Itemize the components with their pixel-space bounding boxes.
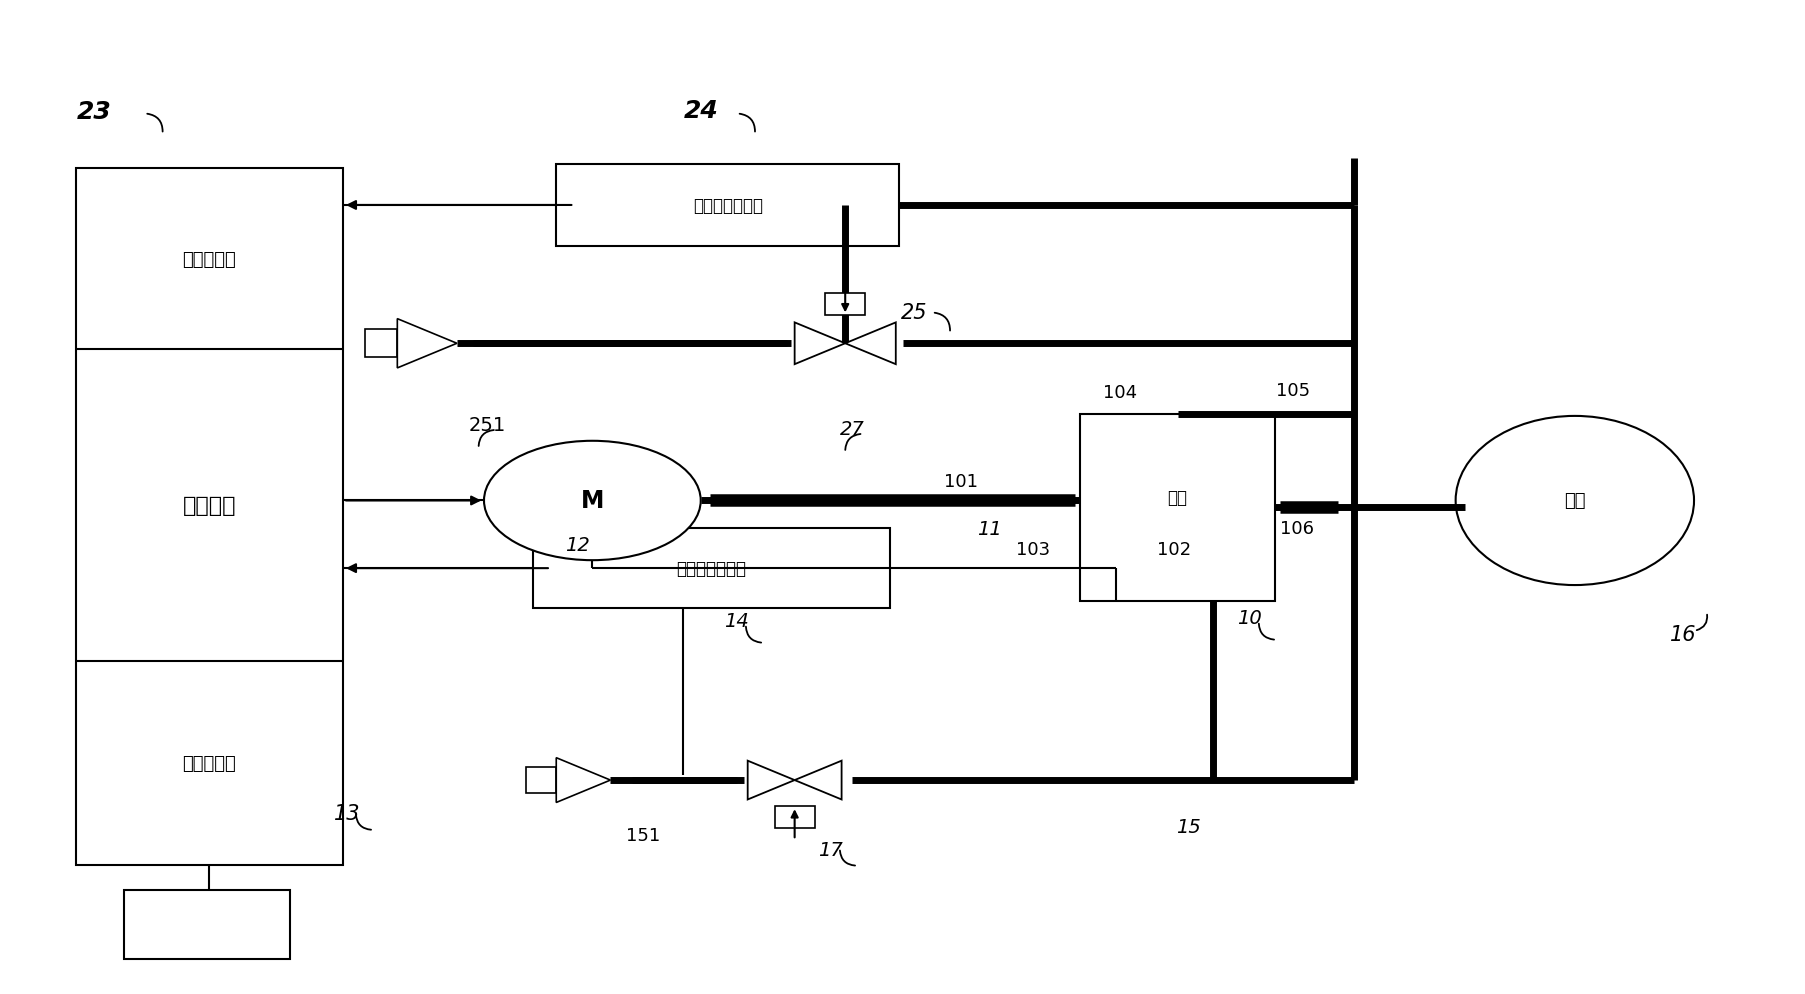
Text: 14: 14	[724, 611, 749, 631]
FancyArrowPatch shape	[1258, 624, 1273, 640]
FancyArrowPatch shape	[839, 851, 854, 866]
FancyArrowPatch shape	[148, 114, 162, 132]
Ellipse shape	[1455, 416, 1693, 585]
Text: 15: 15	[1175, 817, 1200, 837]
Text: 通体: 通体	[1166, 489, 1188, 507]
Text: 第二压力传感器: 第二压力传感器	[693, 197, 762, 215]
Text: 17: 17	[818, 840, 843, 860]
Text: 气囊: 气囊	[1563, 492, 1585, 510]
Polygon shape	[556, 757, 610, 803]
Bar	[774, 806, 814, 828]
Bar	[1079, 414, 1274, 601]
Text: 12: 12	[565, 535, 590, 555]
Polygon shape	[397, 319, 457, 369]
Text: 251: 251	[469, 415, 505, 435]
Text: 24: 24	[682, 99, 718, 123]
FancyArrowPatch shape	[745, 627, 760, 643]
Text: 103: 103	[1016, 541, 1049, 559]
Bar	[365, 330, 397, 358]
Text: 控制系统: 控制系统	[182, 495, 236, 516]
Text: 11: 11	[977, 519, 1002, 539]
Text: 25: 25	[901, 303, 926, 323]
Text: 151: 151	[626, 826, 659, 844]
FancyArrowPatch shape	[935, 313, 949, 331]
Text: 10: 10	[1236, 608, 1262, 628]
Bar	[556, 165, 899, 247]
Text: 104: 104	[1103, 384, 1135, 402]
FancyArrowPatch shape	[356, 815, 370, 830]
Text: 第二控制器: 第二控制器	[182, 250, 236, 268]
Text: 105: 105	[1276, 382, 1309, 400]
Circle shape	[484, 441, 700, 561]
Text: 13: 13	[334, 803, 359, 823]
Bar	[76, 169, 343, 865]
Text: 23: 23	[76, 100, 112, 124]
Text: 16: 16	[1670, 624, 1695, 644]
Text: 27: 27	[839, 419, 865, 439]
Polygon shape	[794, 761, 841, 799]
Bar	[125, 890, 289, 959]
Text: 第一压力传感器: 第一压力传感器	[677, 560, 745, 578]
Bar	[527, 767, 556, 793]
Text: M: M	[581, 489, 603, 513]
Polygon shape	[845, 323, 895, 365]
Text: 101: 101	[944, 472, 977, 490]
FancyArrowPatch shape	[740, 114, 754, 132]
Polygon shape	[747, 761, 794, 799]
FancyArrowPatch shape	[478, 430, 493, 446]
Polygon shape	[794, 323, 845, 365]
Bar	[532, 529, 890, 608]
Text: 106: 106	[1280, 520, 1312, 538]
Bar	[825, 294, 865, 316]
FancyArrowPatch shape	[845, 434, 859, 450]
Text: 102: 102	[1157, 541, 1189, 559]
Text: 第一控制器: 第一控制器	[182, 753, 236, 772]
FancyArrowPatch shape	[1695, 615, 1706, 630]
